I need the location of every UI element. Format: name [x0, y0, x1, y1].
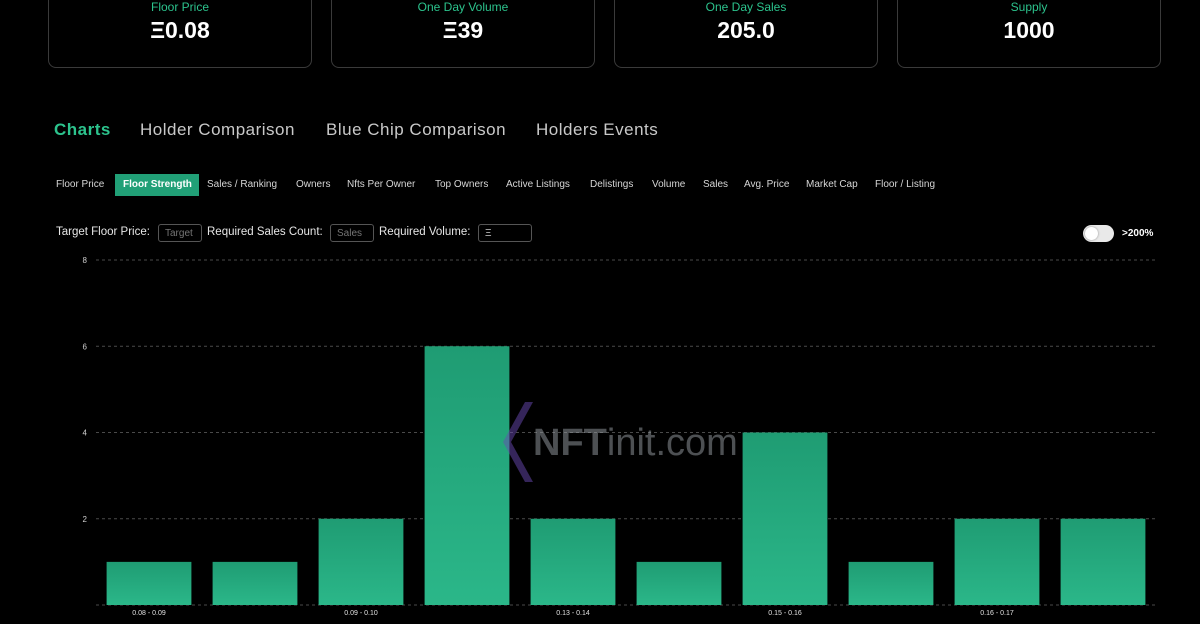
- required-volume-input[interactable]: [478, 224, 532, 242]
- subtab-floor-listing[interactable]: Floor / Listing: [875, 179, 936, 190]
- bar[interactable]: [954, 518, 1040, 605]
- x-tick-label: 0.15 - 0.16: [768, 610, 802, 617]
- y-tick-label: 4: [83, 429, 88, 438]
- target-floor-label: Target Floor Price:: [56, 226, 150, 238]
- subtab-sales[interactable]: Sales: [703, 179, 729, 190]
- floor-strength-chart: 2 4 6 8 0.08 - 0.09 0.09 - 0.10 0.13 - 0.14 0.1…: [83, 256, 1156, 617]
- required-sales-label: Required Sales Count:: [207, 226, 323, 238]
- bar[interactable]: [106, 561, 192, 605]
- tab-holders-events[interactable]: Holders Events: [536, 120, 659, 139]
- y-tick-label: 2: [83, 515, 88, 524]
- stat-label: One Day Volume: [417, 0, 509, 14]
- stat-label: Floor Price: [150, 0, 209, 14]
- required-volume-label: Required Volume:: [379, 226, 471, 238]
- required-sales-input[interactable]: [330, 224, 374, 242]
- stat-label: One Day Sales: [705, 0, 787, 14]
- tab-blue-chip-comparison[interactable]: Blue Chip Comparison: [326, 120, 507, 139]
- y-tick-label: 6: [83, 342, 88, 351]
- bar[interactable]: [1060, 518, 1146, 605]
- target-floor-input[interactable]: [158, 224, 202, 242]
- nftinit-watermark-logo: NFTinit.com: [503, 402, 753, 482]
- bar[interactable]: [318, 518, 404, 605]
- subtab-market-cap[interactable]: Market Cap: [806, 179, 858, 190]
- stat-value: 205.0: [717, 17, 775, 43]
- x-tick-label: 0.09 - 0.10: [344, 610, 378, 617]
- bar[interactable]: [212, 561, 298, 605]
- bar[interactable]: [636, 561, 722, 605]
- stat-value: Ξ0.08: [150, 17, 210, 43]
- subtab-active-listings[interactable]: Active Listings: [506, 179, 570, 190]
- stat-card-supply: Supply 1000: [897, 0, 1161, 68]
- percent-toggle[interactable]: [1083, 225, 1114, 242]
- stat-card-one-day-sales: One Day Sales 205.0: [614, 0, 878, 68]
- subtab-top-owners[interactable]: Top Owners: [435, 179, 489, 190]
- subtab-floor-strength[interactable]: Floor Strength: [115, 174, 199, 196]
- subtab-avg-price[interactable]: Avg. Price: [744, 179, 790, 190]
- toggle-label: >200%: [1122, 228, 1154, 239]
- watermark-text: NFTinit.com: [533, 422, 738, 464]
- subtab-owners[interactable]: Owners: [296, 179, 331, 190]
- bar[interactable]: [424, 346, 510, 605]
- y-tick-label: 8: [83, 256, 88, 265]
- subtab-sales-ranking[interactable]: Sales / Ranking: [207, 179, 278, 190]
- toggle-knob: [1085, 227, 1098, 240]
- subtab-delistings[interactable]: Delistings: [590, 179, 634, 190]
- subtab-volume[interactable]: Volume: [652, 179, 686, 190]
- stat-label: Supply: [1010, 0, 1048, 14]
- subtab-nfts-per-owner[interactable]: Nfts Per Owner: [347, 179, 416, 190]
- x-tick-label: 0.08 - 0.09: [132, 610, 166, 617]
- stat-value: 1000: [1003, 17, 1055, 43]
- logo-mark-icon: [503, 402, 533, 482]
- bar[interactable]: [742, 432, 828, 606]
- x-tick-label: 0.13 - 0.14: [556, 610, 590, 617]
- subtab-floor-price[interactable]: Floor Price: [56, 179, 105, 190]
- stat-value: Ξ39: [442, 17, 484, 43]
- stat-card-floor-price: Floor Price Ξ0.08: [48, 0, 312, 68]
- x-tick-label: 0.16 - 0.17: [980, 610, 1014, 617]
- tab-holder-comparison[interactable]: Holder Comparison: [140, 120, 295, 139]
- bar[interactable]: [848, 561, 934, 605]
- stat-card-one-day-volume: One Day Volume Ξ39: [331, 0, 595, 68]
- tab-charts[interactable]: Charts: [54, 120, 111, 139]
- bar[interactable]: [530, 518, 616, 605]
